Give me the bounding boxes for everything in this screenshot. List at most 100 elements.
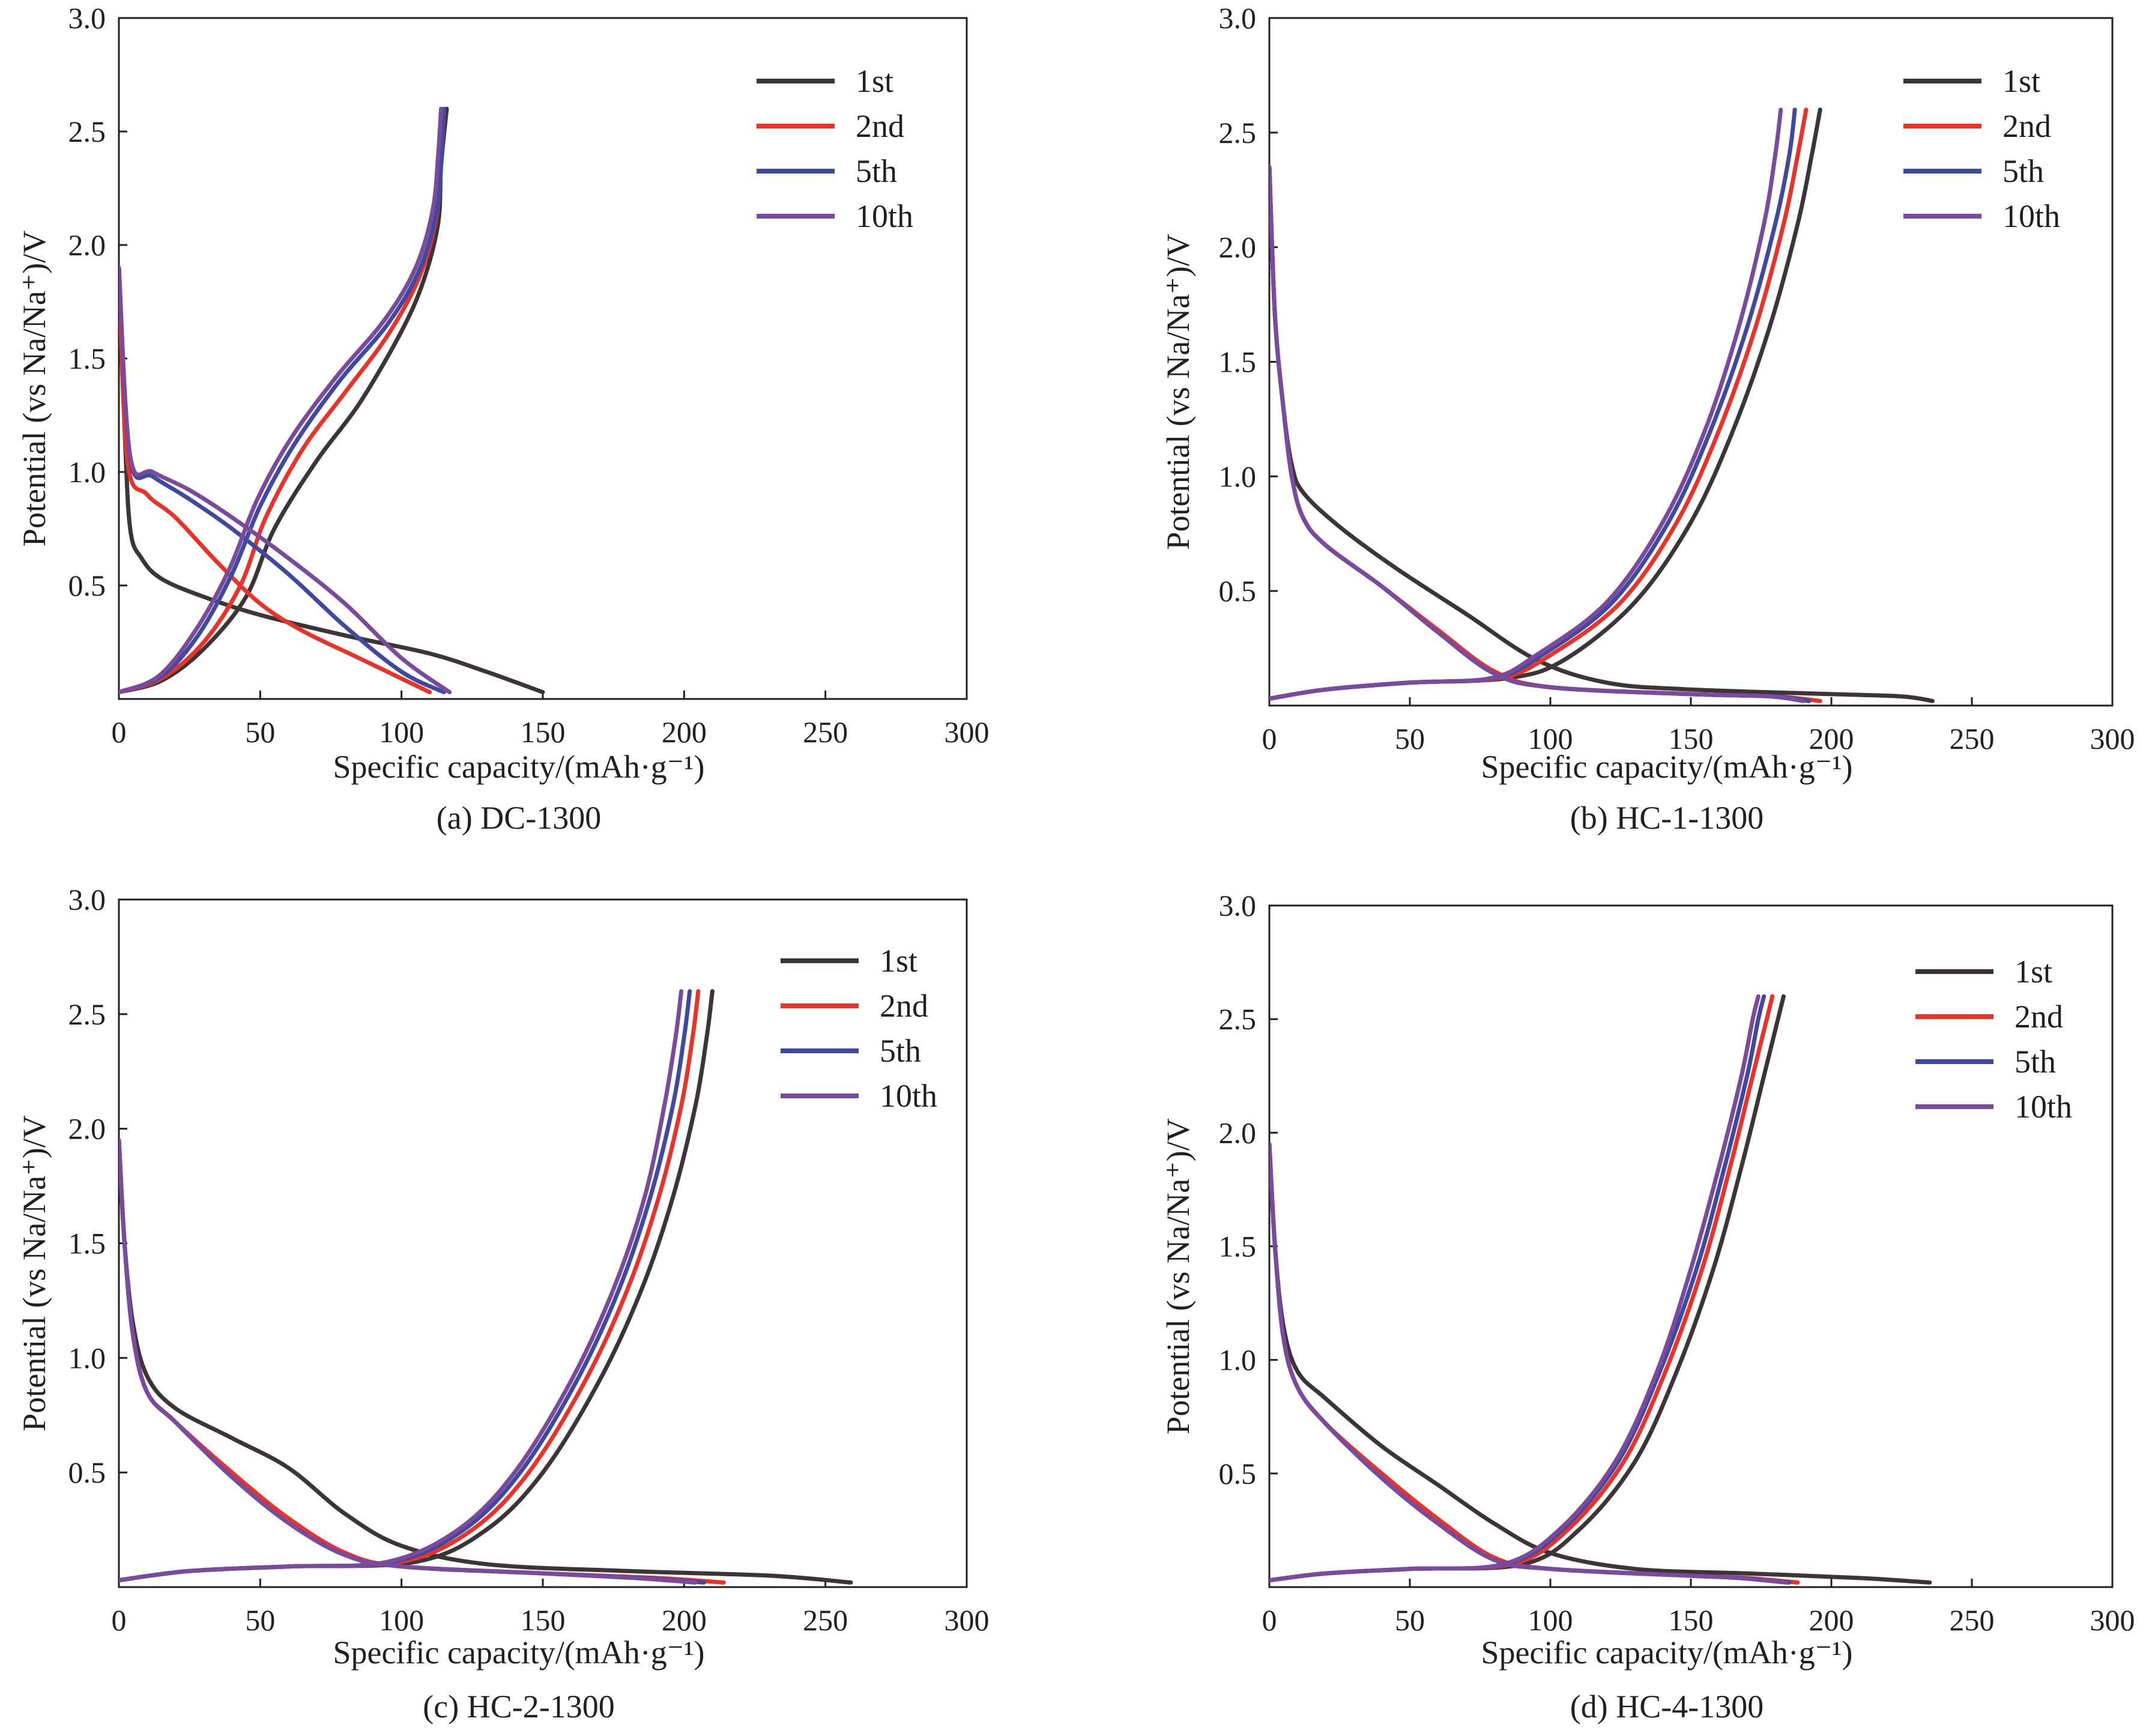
x-tick-label: 0 [1262,1603,1277,1637]
legend-label-2nd: 2nd [880,988,928,1024]
series-10th-charge-line [119,989,684,1583]
y-axis-label: Potential (vs Na/Na⁺)/V [1160,1118,1196,1434]
x-axis-label: Specific capacity/(mAh·g⁻¹) [1481,1635,1853,1671]
y-tick-label: 0.5 [1219,574,1257,608]
legend-label-5th: 5th [2014,1044,2056,1080]
series-group [1269,107,1935,703]
y-tick-label: 2.5 [1219,1002,1257,1036]
x-tick-label: 150 [521,1603,566,1637]
series-2nd-discharge-line [1269,165,1822,703]
chart-caption: (c) HC-2-1300 [423,1689,614,1725]
legend-label-10th: 10th [2014,1089,2072,1125]
series-2nd-discharge-line [119,1138,726,1585]
series-5th-charge-line [1269,994,1767,1583]
x-tick-label: 50 [1395,722,1425,755]
legend-label-2nd: 2nd [2014,999,2063,1035]
y-tick-label: 2.0 [68,228,106,262]
chart-caption: (d) HC-4-1300 [1570,1689,1764,1725]
x-tick-label: 0 [112,715,127,749]
series-group [1269,994,1932,1585]
legend-label-1st: 1st [880,943,917,979]
x-tick-label: 300 [2090,722,2135,755]
legend-label-2nd: 2nd [2002,108,2051,144]
y-tick-label: 2.0 [1219,1116,1257,1149]
series-group [119,989,853,1585]
series-10th-discharge-line [1269,1142,1789,1585]
y-axis-label: Potential (vs Na/Na⁺)/V [1160,234,1196,549]
x-tick-label: 200 [662,1603,707,1637]
y-tick-label: 1.5 [68,1227,106,1260]
series-2nd-charge-line [119,106,446,695]
series-10th-discharge-line [119,1138,698,1585]
legend: 1st 2nd 5th 10th [1903,63,2060,234]
chart-caption: (a) DC-1300 [437,800,601,836]
series-10th-discharge-line [1269,165,1806,703]
legend-label-10th: 10th [880,1078,937,1114]
x-tick-label: 100 [379,1603,424,1637]
series-1st-charge-line [119,989,715,1583]
x-tick-label: 50 [245,1603,275,1637]
x-tick-label: 150 [521,715,566,749]
legend: 1st 2nd 5th 10th [757,63,913,234]
x-tick-label: 200 [662,715,707,749]
x-tick-label: 250 [803,715,848,749]
x-tick-label: 250 [803,1603,848,1637]
series-10th-charge-line [1269,107,1783,701]
series-group [119,106,545,695]
legend-label-5th: 5th [2002,153,2044,189]
y-tick-label: 2.5 [68,115,106,148]
legend-label-10th: 10th [856,198,913,234]
x-tick-label: 50 [245,715,275,749]
x-tick-label: 200 [1809,1603,1854,1637]
x-tick-label: 200 [1809,722,1854,755]
chart-panel-b: 0 50 100 150 200 250 300 0.5 1.0 1.5 2.0 2.5 3.0 Spec… [1160,1,2135,836]
y-tick-label: 2.0 [1219,231,1257,264]
y-tick-label: 1.0 [68,455,106,489]
y-tick-label: 3.0 [68,883,106,916]
series-10th-charge-line [1269,994,1761,1583]
x-tick-label: 50 [1395,1603,1425,1637]
x-tick-label: 0 [112,1603,127,1637]
x-tick-label: 250 [1950,722,1995,755]
legend-label-5th: 5th [856,153,897,189]
y-tick-label: 2.0 [68,1112,106,1146]
y-tick-label: 3.0 [1219,1,1257,35]
y-tick-label: 0.5 [1219,1457,1257,1490]
x-tick-label: 100 [379,715,424,749]
series-1st-charge-line [1269,107,1822,701]
chart-caption: (b) HC-1-1300 [1570,800,1764,836]
series-1st-discharge-line [1269,1142,1932,1585]
chart-panel-c: 0 50 100 150 200 250 300 0.5 1.0 1.5 2.0 2.5 3.0 Spec… [16,883,990,1725]
y-tick-label: 3.0 [1219,889,1257,922]
y-tick-label: 2.5 [1219,116,1257,150]
series-2nd-charge-line [1269,107,1809,701]
y-tick-label: 1.5 [1219,1230,1257,1263]
y-tick-label: 1.5 [68,342,106,375]
chart-panel-a: 0 50 100 150 200 250 300 0.5 1.0 1.5 2.0 2.5 3.0 Spec… [16,1,990,836]
legend: 1st 2nd 5th 10th [1915,954,2072,1125]
y-tick-label: 0.5 [68,1456,106,1489]
x-tick-label: 150 [1669,1603,1714,1637]
legend-label-5th: 5th [880,1033,921,1069]
x-axis-label: Specific capacity/(mAh·g⁻¹) [1481,749,1853,785]
series-2nd-charge-line [119,989,701,1583]
y-tick-label: 1.0 [1219,1343,1257,1377]
x-tick-label: 0 [1262,722,1277,755]
legend-label-1st: 1st [856,63,893,99]
series-10th-discharge-line [119,265,452,695]
legend: 1st 2nd 5th 10th [781,943,937,1114]
series-5th-charge-line [119,989,692,1583]
x-tick-label: 300 [945,1603,990,1637]
legend-label-10th: 10th [2002,198,2060,234]
x-tick-label: 100 [1528,722,1573,755]
x-tick-label: 250 [1950,1603,1995,1637]
series-2nd-charge-line [1269,994,1775,1583]
y-tick-label: 0.5 [68,569,106,602]
y-axis-label: Potential (vs Na/Na⁺)/V [16,1115,52,1431]
legend-label-1st: 1st [2014,954,2052,990]
series-5th-discharge-line [119,1138,706,1585]
y-tick-label: 3.0 [68,1,106,35]
x-tick-label: 300 [2090,1603,2135,1637]
legend-label-1st: 1st [2002,63,2040,99]
